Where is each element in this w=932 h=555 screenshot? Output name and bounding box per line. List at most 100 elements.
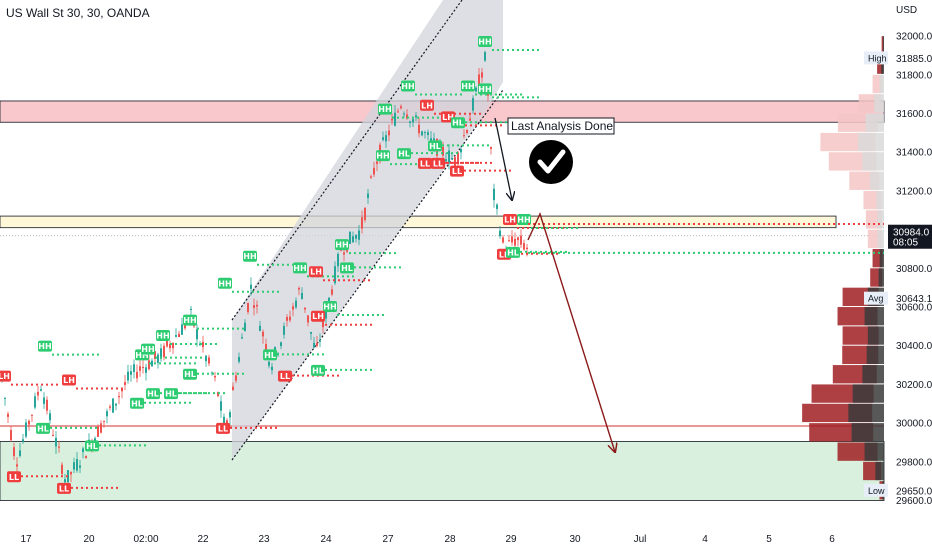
candle-body: [166, 340, 168, 347]
pivot-label-text: HL: [398, 150, 410, 159]
candle-body: [430, 138, 432, 142]
candle-body: [427, 132, 429, 135]
candle-body: [34, 396, 36, 408]
candle-body: [259, 325, 261, 331]
pivot-label-text: HL: [341, 264, 353, 273]
pivot-label-text: HH: [141, 345, 154, 354]
high-tag: High 31885.0: [864, 51, 932, 65]
volume-bar-down: [858, 132, 884, 152]
volume-bar-down: [851, 423, 884, 442]
candle-body: [250, 284, 252, 289]
pivot-label-text: LL: [420, 159, 430, 168]
price-tags: High 31885.0 Avg 30643.1 Low 29650.0 30984.008…: [864, 51, 932, 497]
candle-body: [460, 149, 462, 153]
volume-bar-down: [879, 248, 884, 268]
price-tick-label: 31600.0: [896, 109, 932, 120]
volume-bar-down: [862, 365, 884, 384]
candle-body: [124, 382, 126, 385]
candle-body: [103, 420, 105, 422]
pivot-label-text: LH: [421, 101, 433, 110]
candle-body: [265, 344, 267, 352]
time-tick-label: 28: [444, 534, 456, 545]
candle-body: [196, 329, 198, 340]
candle-body: [313, 342, 315, 348]
candle-body: [508, 240, 510, 242]
pivot-label-text: HH: [156, 332, 169, 341]
candle-body: [154, 351, 156, 360]
pivot-label-text: HL: [131, 399, 143, 408]
candle-body: [307, 315, 309, 323]
candle-body: [523, 243, 525, 250]
candle-body: [52, 434, 54, 436]
candle-body: [493, 188, 495, 201]
pivot-label-text: LL: [9, 473, 19, 482]
candle-body: [262, 331, 264, 337]
candle-body: [100, 423, 102, 433]
candle-body: [337, 253, 339, 267]
pivot-label-text: HH: [478, 37, 491, 46]
candle-body: [181, 324, 183, 335]
pivot-label-lh: LH: [311, 310, 373, 326]
candle-body: [4, 397, 6, 399]
candle-body: [349, 231, 351, 244]
time-tick-label: 20: [83, 534, 95, 545]
candle-body: [55, 437, 57, 447]
annotation-box: Last Analysis Done: [507, 117, 615, 135]
candle-body: [7, 413, 9, 417]
candle-body: [292, 306, 294, 310]
currency-label: USD: [896, 5, 917, 16]
time-tick-label: 27: [382, 534, 394, 545]
candle-body: [481, 72, 483, 78]
candle-body: [364, 208, 366, 221]
pivot-label-text: LH: [442, 113, 454, 122]
candle-body: [142, 366, 144, 368]
candle-body: [421, 131, 423, 136]
volume-bar-down: [864, 442, 884, 461]
pivot-label-hl: HL: [85, 440, 147, 452]
candle-body: [208, 357, 210, 364]
pivot-label-text: HH: [38, 342, 51, 351]
candle-body: [220, 401, 222, 411]
candle-body: [64, 479, 66, 483]
candle-body: [331, 289, 333, 295]
candle-body: [388, 130, 390, 136]
pivot-label-text: LL: [452, 167, 462, 176]
pivot-label-text: HH: [376, 152, 389, 161]
pivot-label-text: HH: [218, 279, 231, 288]
candle-body: [46, 399, 48, 411]
candle-body: [106, 411, 108, 417]
checkmark-icon: [529, 140, 573, 184]
volume-bar-down: [882, 36, 884, 55]
volume-bar-down: [881, 55, 884, 74]
volume-bar-down: [874, 94, 884, 113]
price-tick-label: 30600.0: [896, 303, 932, 314]
pivot-label-hl: HL: [36, 422, 98, 434]
candle-body: [409, 121, 411, 123]
candle-body: [298, 287, 300, 290]
volume-bar-down: [876, 190, 884, 210]
candle-body: [463, 135, 465, 137]
candle-body: [85, 455, 87, 459]
last-price-value: 30984.0: [893, 228, 930, 239]
candle-body: [133, 364, 135, 373]
pivot-labels: LHHHLLHLHHHLLHLLHLHHHLHHHLHHHLHHLLHHHLLL…: [0, 35, 579, 494]
candle-body: [70, 471, 72, 475]
pivot-label-text: HH: [401, 82, 414, 91]
pivot-label-text: HL: [312, 366, 324, 375]
high-tag-value: 31885.0: [896, 54, 932, 65]
volume-bar-down: [877, 229, 884, 248]
candle-body: [466, 130, 468, 133]
candle-body: [472, 98, 474, 111]
pivot-label-text: HL: [429, 142, 441, 151]
candle-body: [283, 326, 285, 335]
candle-body: [247, 303, 249, 313]
pivot-label-hh: HH: [478, 35, 540, 51]
candle-body: [229, 412, 231, 418]
pivot-label-hl: HL: [164, 388, 226, 400]
candle-body: [28, 420, 30, 425]
pivot-label-text: HH: [335, 241, 348, 250]
channel-upper-line: [231, 0, 463, 321]
candle-body: [406, 114, 408, 119]
candle-body: [58, 446, 60, 448]
